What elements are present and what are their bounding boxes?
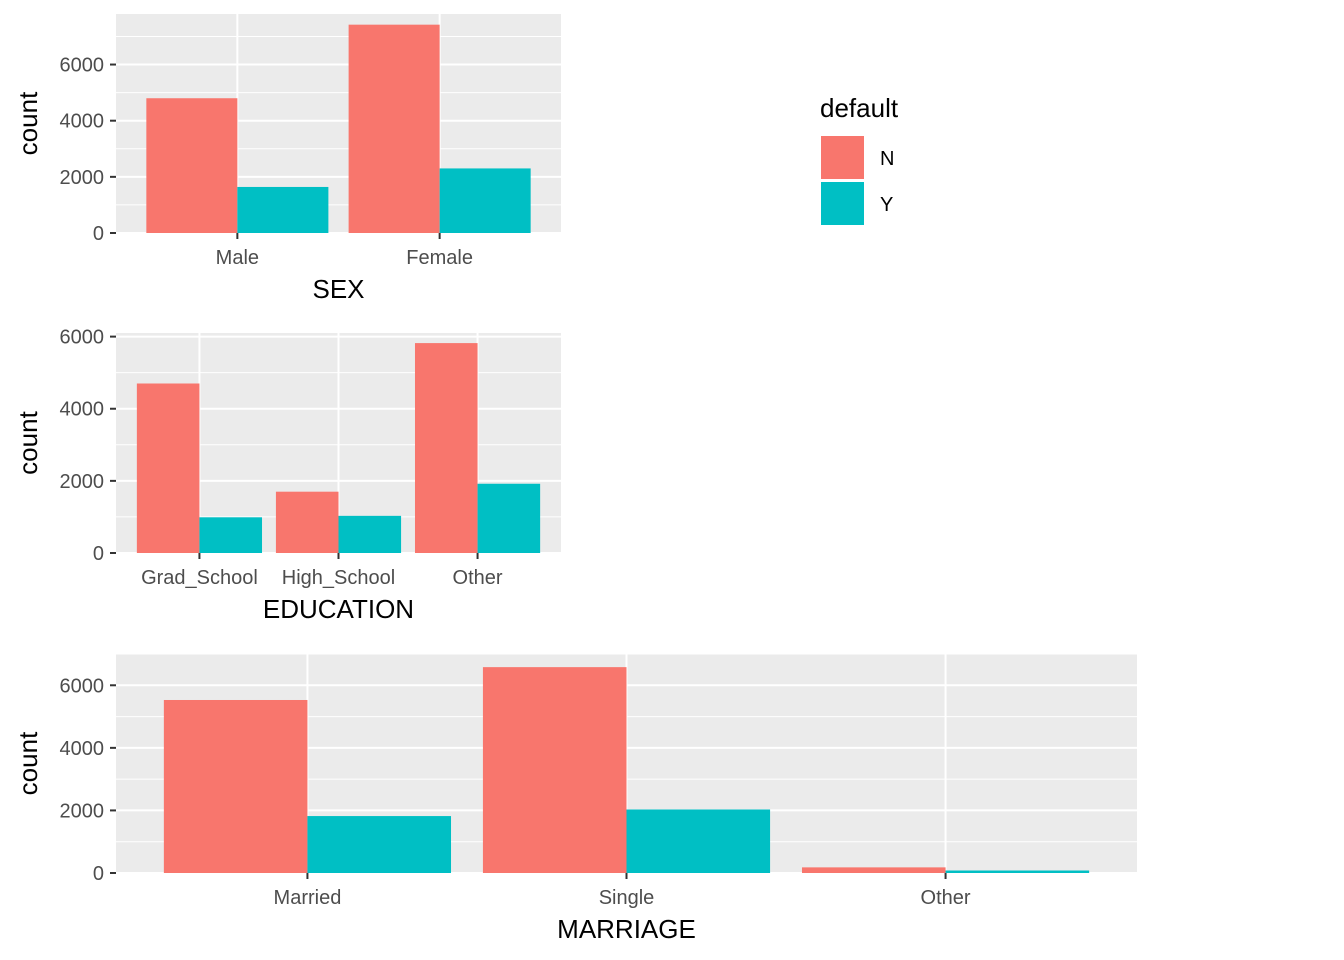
bar-y-female: [439, 168, 531, 233]
bar-y-other: [477, 483, 541, 553]
y-tick-label: 2000: [60, 167, 105, 189]
bar-n-other: [414, 343, 478, 553]
bar-n-female: [348, 24, 440, 233]
bar-y-male: [237, 186, 329, 233]
y-tick-label: 4000: [60, 399, 105, 421]
legend-label-y: Y: [880, 194, 893, 216]
bar-n-married: [163, 699, 308, 873]
y-tick-label: 0: [93, 223, 104, 245]
x-tick-label: Other: [453, 567, 503, 589]
x-axis-title: MARRIAGE: [557, 914, 696, 944]
x-axis-title: SEX: [312, 274, 364, 304]
chart-panel-marriage: 0 2000 4000 6000 Married Single Other MARRIAGE c…: [13, 653, 1137, 944]
bar-n-high_school: [275, 491, 339, 553]
legend-label-n: N: [880, 148, 894, 170]
chart-panel-education: 0 2000 4000 6000 Grad_School High_School Other…: [13, 327, 561, 624]
x-axis-title: EDUCATION: [263, 594, 414, 624]
bar-y-married: [307, 816, 452, 873]
x-tick-label: Single: [599, 887, 655, 909]
x-tick-label: Married: [274, 887, 342, 909]
y-tick-label: 6000: [60, 675, 105, 697]
y-axis-title: count: [13, 731, 43, 795]
y-tick-label: 0: [93, 863, 104, 885]
x-tick-label: Female: [406, 247, 473, 269]
bar-y-other: [945, 870, 1090, 873]
bar-n-male: [146, 98, 238, 233]
y-tick-label: 2000: [60, 800, 105, 822]
bar-n-grad_school: [136, 383, 200, 553]
x-tick-label: Male: [216, 247, 259, 269]
y-axis-title: count: [13, 91, 43, 155]
x-tick-label: Other: [921, 887, 971, 909]
bar-y-grad_school: [199, 517, 263, 553]
y-tick-label: 6000: [60, 327, 105, 349]
bar-y-single: [626, 809, 771, 873]
legend-key-y: [821, 182, 864, 225]
bar-n-other: [801, 867, 946, 873]
chart-panels: 0 2000 4000 6000 Male Female SEX count 0 2000 4000…: [13, 14, 1137, 944]
y-tick-label: 4000: [60, 738, 105, 760]
legend: default N Y: [820, 93, 899, 225]
y-axis-title: count: [13, 410, 43, 474]
x-tick-label: High_School: [282, 567, 395, 589]
y-tick-label: 4000: [60, 111, 105, 133]
chart-panel-sex: 0 2000 4000 6000 Male Female SEX count: [13, 14, 561, 304]
bar-n-single: [482, 667, 627, 873]
y-tick-label: 2000: [60, 471, 105, 493]
y-tick-label: 6000: [60, 55, 105, 77]
legend-title: default: [820, 93, 899, 123]
bar-y-high_school: [338, 515, 402, 553]
y-tick-label: 0: [93, 543, 104, 565]
x-tick-label: Grad_School: [141, 567, 258, 589]
legend-key-n: [821, 136, 864, 179]
